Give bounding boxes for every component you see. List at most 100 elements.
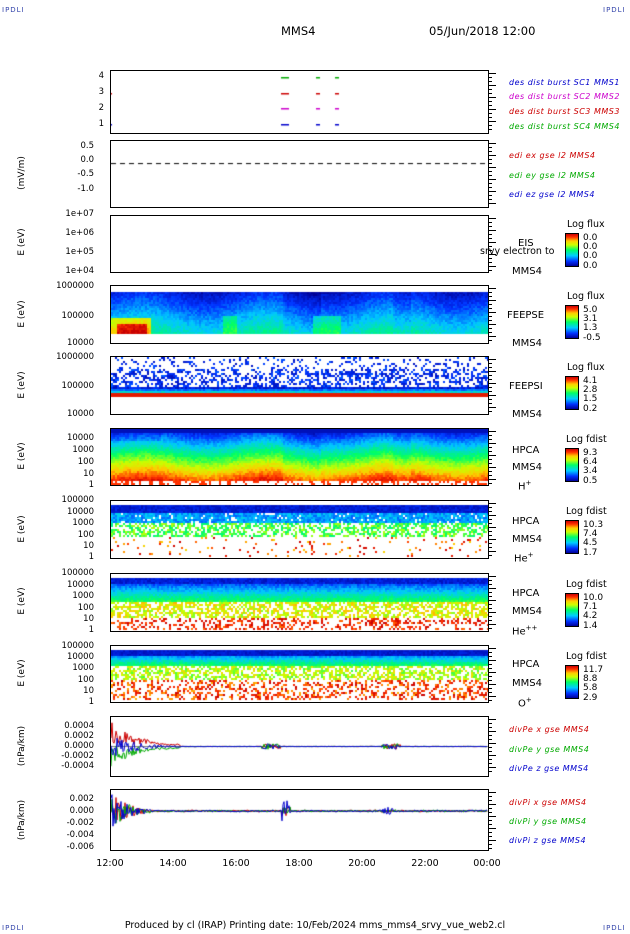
tick-label: 3 — [98, 87, 104, 97]
y-axis-label: E (eV) — [17, 228, 27, 256]
axis-tick — [488, 459, 492, 460]
axis-tick — [488, 471, 492, 472]
spacecraft-label: MMS4 — [512, 606, 542, 617]
tick-label: 0.0004 — [64, 721, 94, 731]
axis-tick — [488, 628, 492, 629]
axis-tick — [488, 387, 492, 388]
panel-feepsi — [110, 356, 489, 415]
axis-tick — [488, 395, 496, 396]
tick-label: 2 — [98, 103, 104, 113]
axis-tick — [488, 652, 492, 653]
panel-divpe — [110, 716, 489, 777]
axis-tick — [488, 608, 492, 609]
colorbar-value: 1.4 — [583, 621, 598, 631]
axis-tick — [488, 85, 496, 86]
axis-tick — [488, 81, 492, 82]
tick-label: 10 — [83, 469, 94, 479]
axis-tick — [488, 727, 492, 728]
colorbar-value: 4.1 — [583, 376, 598, 386]
axis-tick — [488, 539, 496, 540]
axis-tick — [488, 155, 496, 156]
tick-label: -0.004 — [66, 830, 94, 840]
spacecraft-label: MMS4 — [512, 534, 542, 545]
axis-tick — [488, 624, 496, 625]
axis-tick — [488, 101, 492, 102]
axis-tick — [488, 828, 496, 829]
axis-tick — [488, 308, 492, 309]
tick-label: 1000 — [72, 445, 94, 455]
axis-tick — [488, 696, 496, 697]
axis-tick — [488, 771, 492, 772]
axis-tick — [488, 832, 492, 833]
tick-label: 1000 — [72, 591, 94, 601]
tick-label: 4 — [98, 71, 104, 81]
colorbar — [565, 665, 579, 699]
legend-entry: divPi y gse MMS4 — [509, 817, 587, 826]
tick-label: 100000 — [61, 641, 94, 651]
colorbar-value: -0.5 — [583, 333, 601, 343]
date-time-title: 05/Jun/2018 12:00 — [429, 24, 536, 38]
axis-tick — [488, 692, 492, 693]
colorbar-value: 5.8 — [583, 683, 598, 693]
species-label: He+ — [514, 551, 534, 565]
tick-label: 1000 — [72, 518, 94, 528]
axis-tick — [488, 479, 496, 480]
axis-tick — [488, 167, 496, 168]
axis-tick — [488, 316, 492, 317]
axis-tick — [488, 203, 496, 204]
colorbar-value: 0.5 — [583, 476, 598, 486]
axis-tick — [488, 808, 492, 809]
tick-label: 10000 — [66, 507, 94, 517]
axis-tick — [488, 238, 492, 239]
tick-label: -0.002 — [66, 818, 94, 828]
axis-tick — [488, 171, 492, 172]
axis-tick — [488, 580, 492, 581]
axis-tick — [488, 113, 492, 114]
tick-label: -1.0 — [77, 184, 94, 194]
axis-tick — [488, 159, 492, 160]
legend-entry: des dist burst SC1 MMS1 — [509, 78, 620, 87]
axis-tick — [488, 234, 492, 235]
species-label: H+ — [518, 479, 532, 493]
axis-tick — [488, 105, 492, 106]
axis-tick — [488, 375, 492, 376]
colorbar-title: Log fdist — [566, 506, 607, 517]
x-tick-label: 00:00 — [473, 858, 501, 869]
axis-tick — [488, 266, 496, 267]
tick-label: 1000000 — [56, 281, 94, 291]
tick-label: 100000 — [61, 311, 94, 321]
axis-tick — [488, 77, 492, 78]
y-axis-label: E (eV) — [17, 442, 27, 470]
spacecraft-label: MMS4 — [512, 678, 542, 689]
corner-label-top-left: IPDLI — [2, 6, 25, 14]
axis-tick — [488, 391, 492, 392]
axis-tick — [488, 296, 492, 297]
legend-entry: edi ex gse l2 MMS4 — [509, 151, 596, 160]
axis-tick — [488, 759, 492, 760]
legend-entry: des dist burst SC2 MMS2 — [509, 92, 620, 101]
tick-label: -0.0002 — [61, 751, 94, 761]
tick-label: 10000 — [66, 433, 94, 443]
axis-tick — [488, 246, 492, 247]
instrument-label: EIS — [518, 238, 534, 249]
colorbar-value: 6.4 — [583, 457, 598, 467]
corner-label-top-right: IPDLI — [603, 6, 626, 14]
axis-tick — [488, 463, 492, 464]
axis-tick — [488, 824, 492, 825]
axis-tick — [488, 403, 492, 404]
panel-burst — [110, 70, 489, 134]
panel-divpi — [110, 789, 489, 851]
spacecraft-label: MMS4 — [512, 462, 542, 473]
axis-tick — [488, 576, 496, 577]
axis-tick — [488, 584, 492, 585]
tick-label: 10 — [83, 686, 94, 696]
instrument-label: HPCA — [512, 659, 540, 670]
tick-label: 1 — [88, 697, 94, 707]
y-axis-label: E (eV) — [17, 300, 27, 328]
axis-tick — [488, 363, 492, 364]
colorbar-value: 4.5 — [583, 538, 598, 548]
colorbar-value: 0.0 — [583, 251, 598, 261]
axis-tick — [488, 163, 492, 164]
axis-tick — [488, 147, 492, 148]
spacecraft-label: MMS4 — [512, 338, 542, 349]
